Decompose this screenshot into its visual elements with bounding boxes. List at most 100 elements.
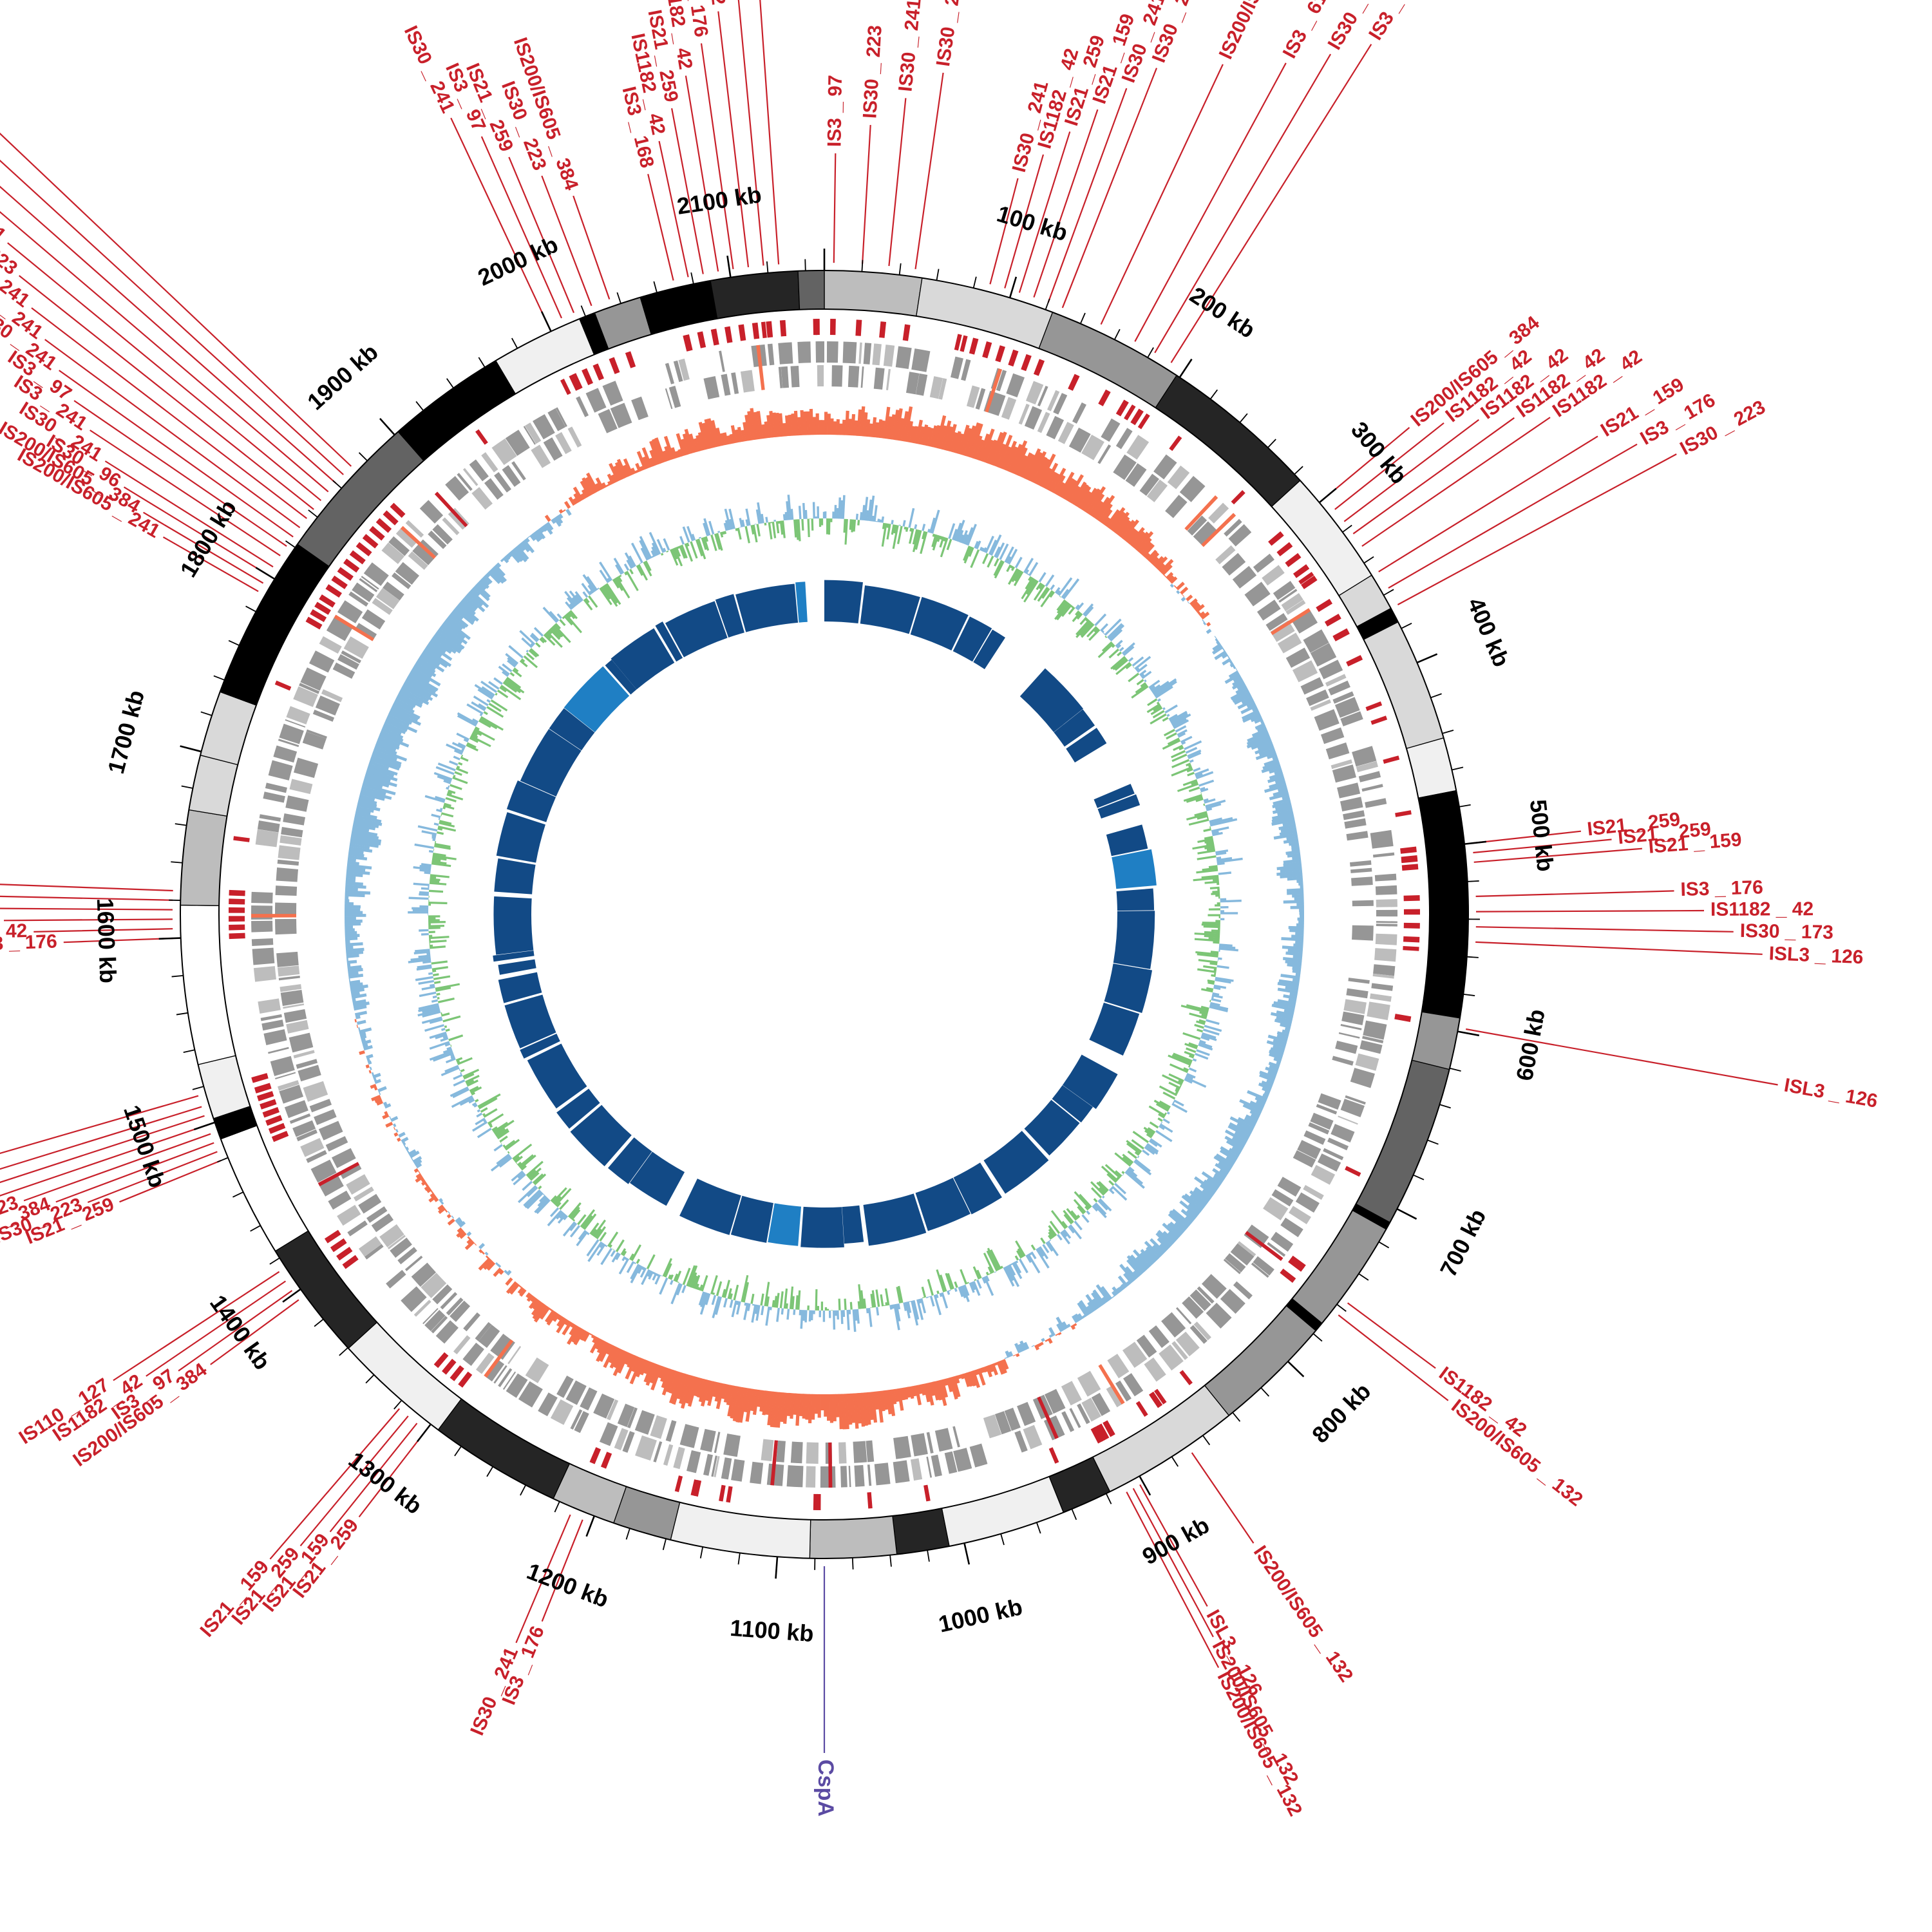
cds-feature: [1345, 1095, 1366, 1105]
is-annotation-label[interactable]: IS30 _ 241: [0, 171, 10, 247]
gene-annotation-label[interactable]: CspA: [813, 1759, 838, 1817]
cds-feature: [337, 600, 363, 623]
gc-skew-bar: [1259, 1070, 1276, 1079]
gc-content-bar: [457, 714, 477, 727]
cds-feature: [411, 1262, 437, 1287]
gc-skew-bar: [582, 1331, 591, 1342]
gc-skew-bar: [350, 840, 379, 848]
gc-content-bar: [1124, 1171, 1145, 1189]
gc-skew-bar: [1276, 870, 1303, 876]
gc-content-bar: [891, 520, 894, 525]
gc-content-bar: [520, 1165, 527, 1171]
gc-skew-bar: [500, 558, 504, 563]
gc-skew-bar: [390, 1115, 399, 1122]
cds-feature: [668, 386, 681, 408]
gc-content-bar: [419, 891, 430, 895]
cds-feature: [627, 1407, 638, 1428]
cds-feature: [580, 1387, 598, 1411]
gc-content-bar: [811, 518, 814, 531]
gc-skew-bar: [920, 1383, 926, 1396]
gc-skew-bar: [1077, 1302, 1088, 1317]
gc-skew-bar: [447, 1211, 451, 1215]
cds-feature: [392, 572, 412, 589]
gc-content-bar: [972, 1266, 980, 1280]
gc-skew-bar: [466, 1231, 472, 1236]
is-annotation-label[interactable]: IS1182 _ 42: [0, 920, 28, 944]
gc-skew-bar: [1075, 486, 1092, 508]
cds-feature: [1113, 454, 1137, 480]
gc-content-bar: [437, 998, 455, 1003]
gc-content-bar: [544, 632, 552, 639]
is-annotation-label[interactable]: IS30 _ 173: [1739, 920, 1833, 943]
gc-skew-bar: [883, 406, 891, 439]
cds-feature: [1365, 798, 1387, 808]
is-annotation-label[interactable]: IS30 _ 241: [933, 0, 967, 68]
gc-content-bar: [472, 1121, 488, 1132]
gc-skew-bar: [1108, 507, 1126, 529]
gc-skew-bar: [829, 1394, 834, 1423]
is-annotation-label[interactable]: ISL3 _ 126: [1783, 1074, 1879, 1112]
is-annotation-label[interactable]: IS1182 _ 42: [696, 0, 729, 6]
gc-skew-bar: [345, 902, 354, 905]
gc-content-bar: [708, 520, 715, 535]
is-annotation-label[interactable]: IS30 _ 241: [895, 0, 925, 93]
is-annotation-label[interactable]: IS3 _ 176: [1680, 876, 1763, 900]
gc-content-bar: [1206, 802, 1222, 810]
gc-skew-bar: [366, 1054, 374, 1059]
is-annotation-label[interactable]: IS3 _ 176: [0, 931, 57, 955]
gc-content-bar: [1135, 683, 1148, 694]
gc-skew-bar: [601, 482, 607, 489]
gc-content-bar: [569, 1225, 581, 1238]
is-annotation-label[interactable]: IS200/IS605 _ 132: [1249, 1542, 1357, 1686]
gc-skew-bar: [378, 1092, 381, 1095]
cds-feature: [929, 376, 943, 399]
gc-skew-bar: [1041, 1338, 1045, 1342]
gc-content-bar: [1008, 549, 1018, 565]
gc-skew-bar: [1163, 574, 1167, 578]
gc-content-bar: [500, 685, 522, 701]
gc-skew-bar: [352, 999, 366, 1005]
is-annotation-label[interactable]: IS200/IS605 _ 132: [1447, 1396, 1586, 1511]
is-annotation-label[interactable]: IS3 _ 97: [1365, 0, 1421, 44]
gc-skew-bar: [413, 1159, 422, 1166]
cds-feature: [462, 468, 478, 486]
gc-content-bar: [582, 591, 589, 598]
gc-skew-bar: [1053, 475, 1066, 495]
cds-feature: [703, 1454, 713, 1476]
is-marker: [260, 1099, 277, 1110]
is-annotation-label[interactable]: IS3 _ 97: [824, 75, 846, 147]
is-marker: [433, 1352, 449, 1368]
gc-skew-bar: [1068, 486, 1081, 504]
gc-skew-bar: [750, 1388, 757, 1412]
is-annotation-label[interactable]: IS3 _ 61: [1279, 0, 1332, 62]
is-annotation-label[interactable]: IS1182 _ 42: [1710, 898, 1814, 920]
gc-content-bar: [711, 1294, 717, 1305]
cds-feature: [1136, 1334, 1157, 1358]
gc-content-bar: [1018, 1258, 1028, 1274]
cds-feature: [1277, 1177, 1302, 1197]
is-annotation-label[interactable]: IS30 _ 223: [859, 24, 886, 119]
gc-content-bar: [1025, 577, 1034, 590]
gc-skew-bar: [937, 1379, 947, 1406]
gc-skew-bar: [413, 665, 433, 678]
is-annotation-label[interactable]: ISL3 _ 126: [1768, 943, 1864, 968]
gc-skew-bar: [1123, 1273, 1133, 1284]
gc-content-bar: [1140, 682, 1147, 688]
gc-content-bar: [959, 534, 965, 543]
gc-skew-bar: [1002, 440, 1018, 471]
gc-content-bar: [415, 976, 434, 981]
gc-content-bar: [1220, 899, 1242, 903]
cds-feature: [1233, 1281, 1253, 1300]
gc-skew-bar: [909, 1386, 914, 1399]
gc-skew-bar: [553, 516, 562, 527]
gc-skew-bar: [704, 419, 714, 449]
gc-skew-bar: [506, 1281, 518, 1294]
gc-content-bar: [747, 1303, 751, 1311]
gc-skew-bar: [389, 708, 421, 726]
gc-skew-bar: [639, 1359, 649, 1376]
gc-skew-bar: [734, 429, 741, 443]
is-leader-line: [210, 1299, 299, 1365]
gc-content-bar: [884, 1288, 890, 1306]
gc-content-bar: [1063, 578, 1080, 600]
cds-feature: [905, 372, 920, 395]
